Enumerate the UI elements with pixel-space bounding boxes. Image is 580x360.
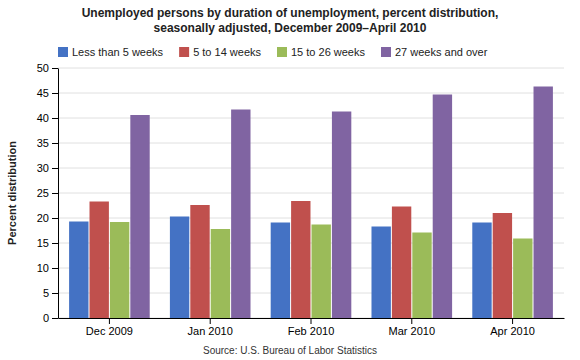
chart-title: Unemployed persons by duration of unempl… (82, 6, 499, 35)
y-tick: 50 (37, 62, 58, 74)
legend-item: 15 to 26 weeks (277, 46, 365, 58)
y-tick-mark (52, 93, 58, 94)
chart-title-line: Unemployed persons by duration of unempl… (82, 6, 499, 20)
bar (211, 229, 230, 318)
bar (332, 112, 351, 319)
bar (190, 205, 209, 318)
y-tick: 25 (37, 187, 58, 199)
y-tick-label: 15 (37, 237, 49, 249)
y-tick-mark (52, 293, 58, 294)
y-tick: 10 (37, 262, 58, 274)
x-axis: Dec 2009 Jan 2010 Feb 2010 Mar 2010 Apr 2010 (59, 318, 565, 337)
chart-title-line: seasonally adjusted, December 2009–April… (154, 21, 427, 35)
bar (231, 110, 250, 319)
y-tick-mark (52, 168, 58, 169)
y-tick-mark (52, 68, 58, 69)
bar-series (130, 87, 553, 319)
chart-svg: Unemployed persons by duration of unempl… (0, 0, 580, 360)
legend: Less than 5 weeks 5 to 14 weeks 15 to 26 w… (58, 46, 488, 58)
bar (513, 239, 532, 319)
y-tick-mark (52, 143, 58, 144)
bar (371, 227, 390, 319)
legend-label: 5 to 14 weeks (193, 46, 261, 58)
grid (58, 68, 564, 318)
y-tick-mark (52, 193, 58, 194)
y-tick-mark (52, 118, 58, 119)
x-tick-label: Mar 2010 (389, 325, 435, 337)
legend-item: Less than 5 weeks (58, 46, 164, 58)
bar (493, 213, 512, 318)
grid-line (58, 68, 564, 69)
legend-label: 27 weeks and over (395, 46, 488, 58)
y-tick: 40 (37, 112, 58, 124)
bar (472, 223, 491, 319)
grid-line (58, 93, 564, 94)
bar (412, 233, 431, 319)
bar (110, 222, 129, 318)
plot-area: 0 5 10 15 20 25 30 35 40 45 50 Dec 2009 Jan 2010 Feb … (37, 62, 565, 337)
y-tick-label: 10 (37, 262, 49, 274)
y-tick: 35 (37, 137, 58, 149)
x-tick-label: Apr 2010 (490, 325, 535, 337)
y-tick-label: 45 (37, 87, 49, 99)
y-tick-label: 30 (37, 162, 49, 174)
y-tick-label: 20 (37, 212, 49, 224)
y-tick-mark (52, 268, 58, 269)
y-tick-mark (52, 243, 58, 244)
bars (69, 87, 553, 319)
bar (130, 115, 149, 318)
x-tick: Jan 2010 (188, 318, 233, 337)
bar (433, 95, 452, 319)
bar (90, 202, 109, 319)
x-tick-mark (109, 318, 110, 324)
x-tick-label: Dec 2009 (86, 325, 133, 337)
legend-swatch (277, 47, 287, 57)
y-tick-mark (52, 318, 58, 319)
y-tick: 20 (37, 212, 58, 224)
y-tick-mark (52, 218, 58, 219)
y-tick-label: 40 (37, 112, 49, 124)
legend-item: 27 weeks and over (381, 46, 488, 58)
x-tick-mark (311, 318, 312, 324)
legend-swatch (381, 47, 391, 57)
x-tick: Feb 2010 (288, 318, 334, 337)
y-tick: 5 (43, 287, 58, 299)
y-tick: 0 (43, 312, 58, 324)
y-tick: 15 (37, 237, 58, 249)
bar (69, 222, 88, 319)
legend-swatch (179, 47, 189, 57)
y-axis-title: Percent distribution (6, 141, 18, 245)
bar (291, 201, 310, 318)
x-tick-label: Feb 2010 (288, 325, 334, 337)
y-tick: 45 (37, 87, 58, 99)
x-tick-mark (512, 318, 513, 324)
y-tick-label: 35 (37, 137, 49, 149)
bar (392, 207, 411, 319)
legend-label: Less than 5 weeks (72, 46, 164, 58)
y-axis-line (58, 69, 59, 319)
x-tick-mark (210, 318, 211, 324)
legend-item: 5 to 14 weeks (179, 46, 261, 58)
y-tick-label: 0 (43, 312, 49, 324)
y-axis: 0 5 10 15 20 25 30 35 40 45 50 (37, 62, 59, 324)
bar (170, 217, 189, 319)
source-note: Source: U.S. Bureau of Labor Statistics (203, 345, 377, 356)
legend-swatch (58, 47, 68, 57)
bar (312, 225, 331, 319)
y-tick-label: 50 (37, 62, 49, 74)
bar (534, 87, 553, 319)
y-tick-label: 25 (37, 187, 49, 199)
x-tick: Mar 2010 (389, 318, 435, 337)
bar-series (110, 222, 533, 318)
legend-label: 15 to 26 weeks (291, 46, 365, 58)
x-tick: Apr 2010 (490, 318, 535, 337)
y-tick-label: 5 (43, 287, 49, 299)
x-tick-label: Jan 2010 (188, 325, 233, 337)
chart-container: Unemployed persons by duration of unempl… (0, 0, 580, 360)
x-tick-mark (411, 318, 412, 324)
x-tick: Dec 2009 (86, 318, 133, 337)
bar (271, 223, 290, 319)
y-tick: 30 (37, 162, 58, 174)
